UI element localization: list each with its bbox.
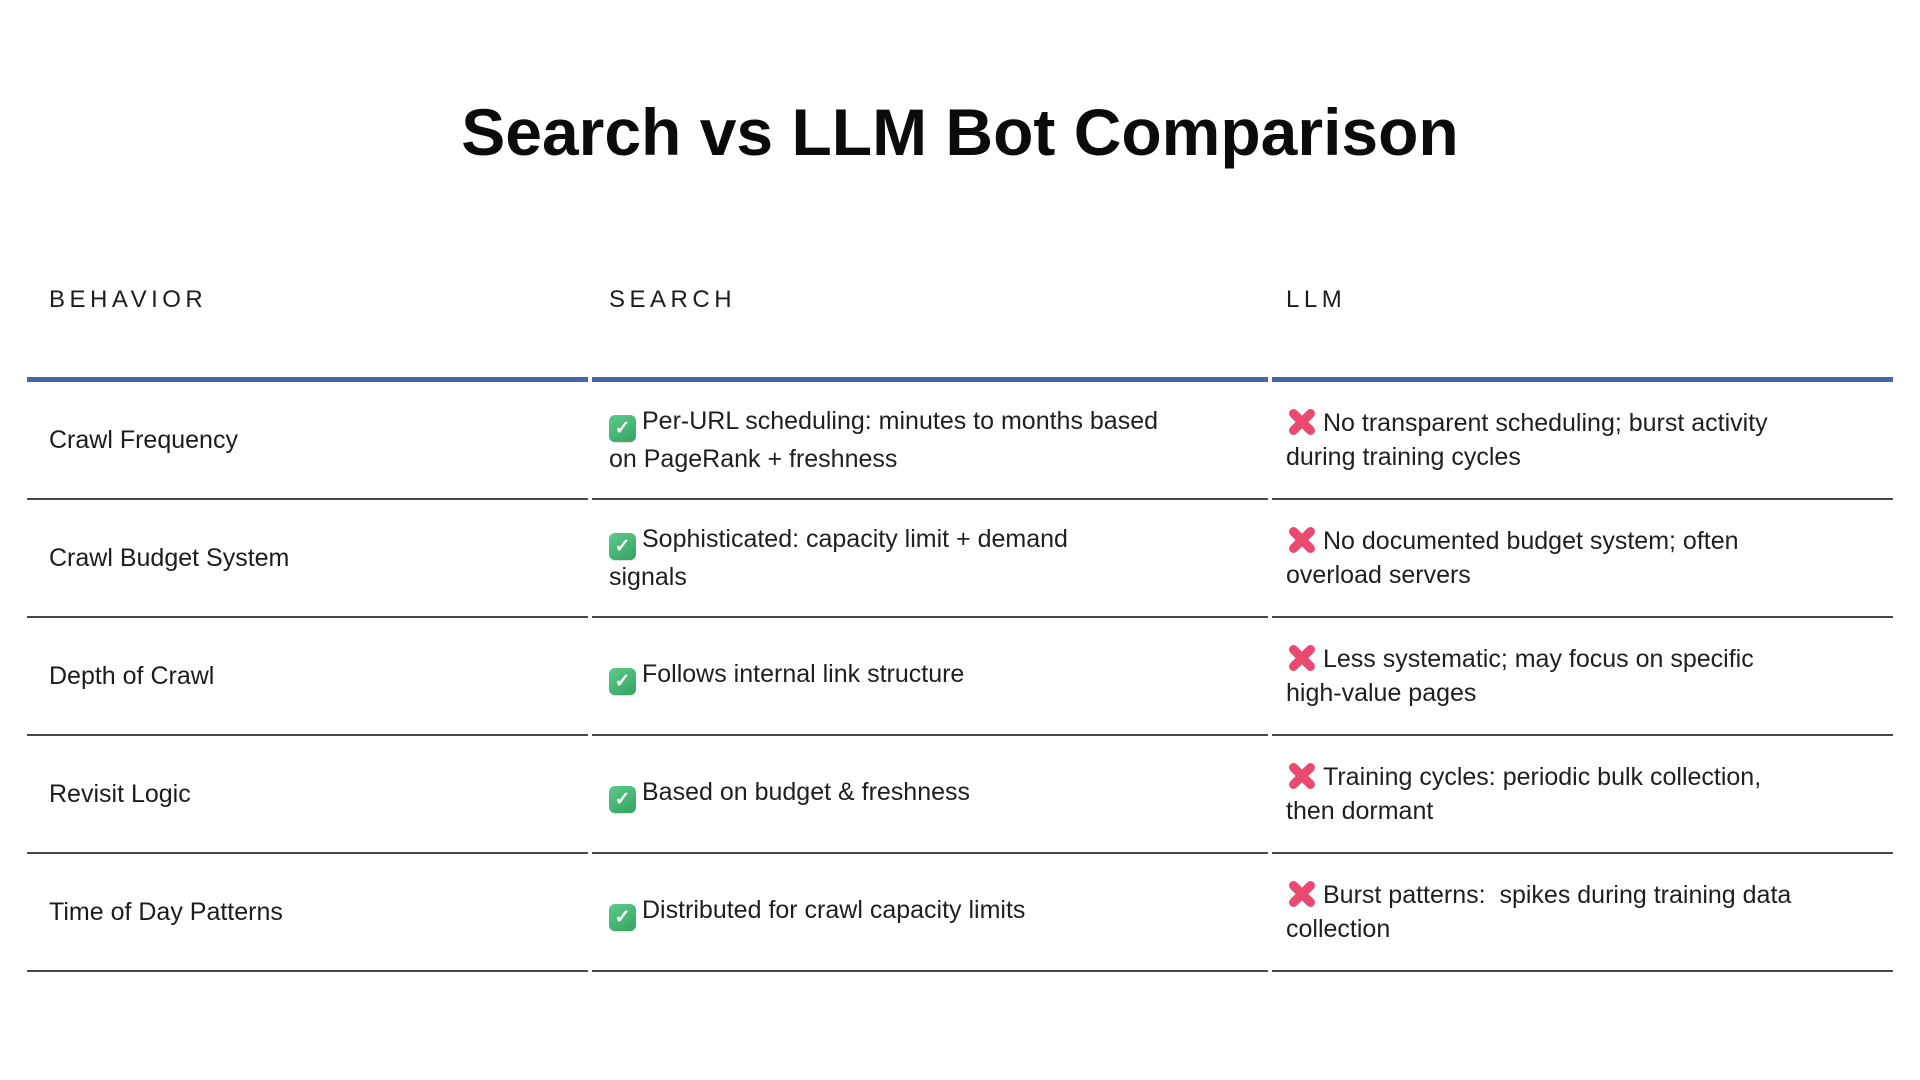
table-row-behavior-cell: Time of Day Patterns bbox=[27, 854, 588, 972]
column-header-search: SEARCH bbox=[592, 262, 1268, 382]
check-icon: ✓ bbox=[609, 786, 636, 814]
table-row-llm-cell: Less systematic; may focus on specific h… bbox=[1272, 618, 1893, 736]
check-icon: ✓ bbox=[609, 904, 636, 932]
check-icon: ✓ bbox=[609, 415, 636, 443]
table-row-behavior-cell: Depth of Crawl bbox=[27, 618, 588, 736]
cell-text: Burst patterns: spikes during training d… bbox=[1286, 878, 1791, 946]
cell-text: No transparent scheduling; burst activit… bbox=[1286, 406, 1768, 474]
cross-icon bbox=[1286, 524, 1317, 555]
table-row-search-cell: ✓ Sophisticated: capacity limit + demand … bbox=[592, 500, 1268, 618]
table-row-llm-cell: Burst patterns: spikes during training d… bbox=[1272, 854, 1893, 972]
behavior-label: Time of Day Patterns bbox=[49, 897, 283, 926]
behavior-label: Crawl Frequency bbox=[49, 425, 238, 454]
cell-text: ✓ Distributed for crawl capacity limits bbox=[609, 893, 1025, 932]
cross-icon bbox=[1286, 406, 1317, 437]
page-title: Search vs LLM Bot Comparison bbox=[461, 95, 1459, 169]
cell-text: Less systematic; may focus on specific h… bbox=[1286, 642, 1754, 710]
table-row-behavior-cell: Crawl Budget System bbox=[27, 500, 588, 618]
table-row-behavior-cell: Revisit Logic bbox=[27, 736, 588, 854]
behavior-label: Depth of Crawl bbox=[49, 661, 215, 690]
table-row-search-cell: ✓ Per-URL scheduling: minutes to months b… bbox=[592, 382, 1268, 500]
cell-text: ✓ Follows internal link structure bbox=[609, 657, 964, 696]
behavior-label: Crawl Budget System bbox=[49, 543, 290, 572]
cell-text: ✓ Sophisticated: capacity limit + demand … bbox=[609, 524, 1068, 592]
cross-icon bbox=[1286, 760, 1317, 791]
cell-text: No documented budget system; often overl… bbox=[1286, 524, 1739, 592]
behavior-label: Revisit Logic bbox=[49, 779, 191, 808]
table-row-llm-cell: Training cycles: periodic bulk collectio… bbox=[1272, 736, 1893, 854]
cell-text: ✓ Per-URL scheduling: minutes to months b… bbox=[609, 406, 1159, 474]
table-row-search-cell: ✓ Distributed for crawl capacity limits bbox=[592, 854, 1268, 972]
table-row-llm-cell: No transparent scheduling; burst activit… bbox=[1272, 382, 1893, 500]
cell-text: ✓ Based on budget & freshness bbox=[609, 775, 970, 814]
cell-text: Training cycles: periodic bulk collectio… bbox=[1286, 760, 1761, 828]
table-row-search-cell: ✓ Based on budget & freshness bbox=[592, 736, 1268, 854]
cross-icon bbox=[1286, 642, 1317, 673]
column-header-llm: LLM bbox=[1272, 262, 1893, 382]
column-header-behavior: BEHAVIOR bbox=[27, 262, 588, 382]
cross-icon bbox=[1286, 878, 1317, 909]
table-row-behavior-cell: Crawl Frequency bbox=[27, 382, 588, 500]
table-row-llm-cell: No documented budget system; often overl… bbox=[1272, 500, 1893, 618]
check-icon: ✓ bbox=[609, 533, 636, 561]
check-icon: ✓ bbox=[609, 668, 636, 696]
comparison-table: BEHAVIOR SEARCH LLM Crawl Frequency ✓ Per… bbox=[27, 262, 1893, 972]
table-row-search-cell: ✓ Follows internal link structure bbox=[592, 618, 1268, 736]
